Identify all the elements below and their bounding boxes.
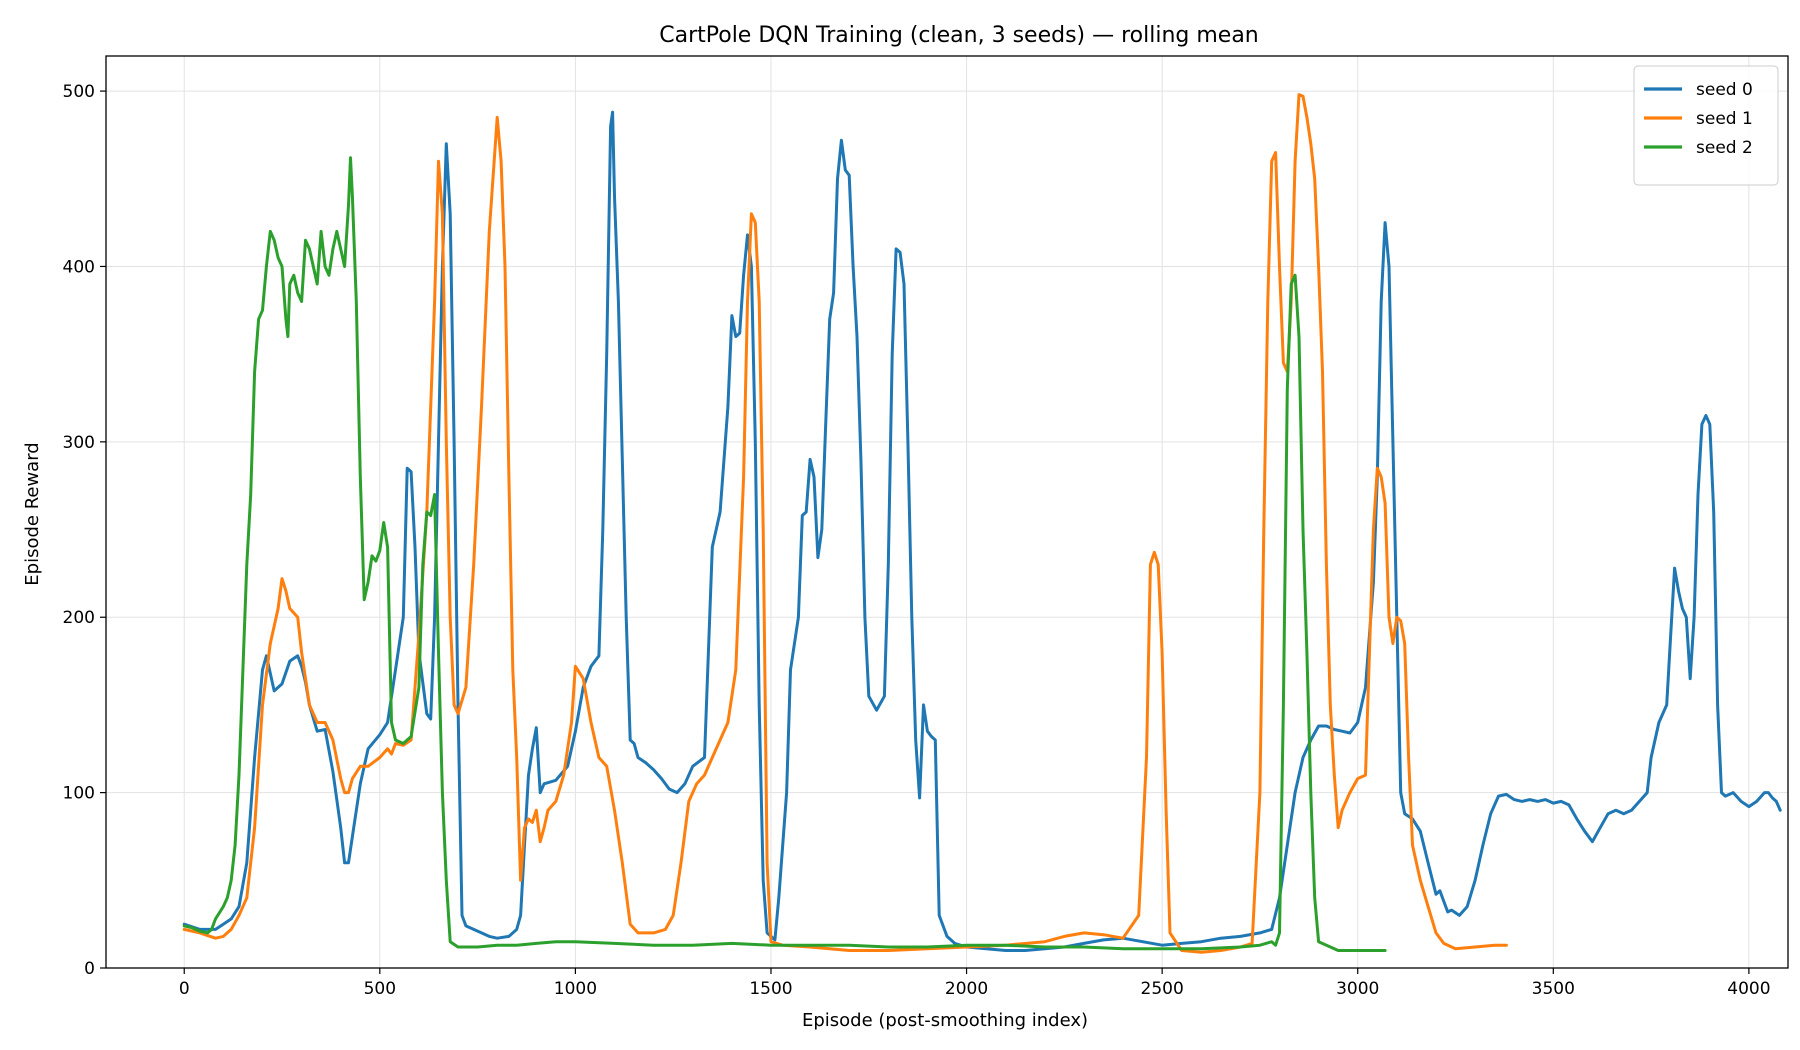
y-tick-label: 200 bbox=[63, 608, 95, 628]
x-tick-label: 3500 bbox=[1532, 979, 1575, 999]
grid bbox=[106, 56, 1788, 969]
legend-label: seed 1 bbox=[1696, 109, 1753, 129]
x-tick-label: 2000 bbox=[945, 979, 988, 999]
legend-label: seed 0 bbox=[1696, 80, 1753, 100]
series-lines bbox=[182, 93, 1782, 954]
x-tick-label: 3000 bbox=[1336, 979, 1379, 999]
x-tick-label: 1500 bbox=[749, 979, 792, 999]
series-line-seed-2 bbox=[182, 156, 1387, 952]
axis-ticks: 0 500 1000 1500 2000 2500 3000 3500 4000 0 100 200 3… bbox=[63, 82, 1771, 999]
legend-box bbox=[1633, 65, 1779, 186]
x-axis-label: Episode (post-smoothing index) bbox=[802, 1010, 1088, 1031]
y-tick-label: 100 bbox=[63, 784, 95, 804]
y-axis-label: Episode Reward bbox=[22, 442, 43, 585]
legend: seed 0 seed 1 seed 2 bbox=[1633, 65, 1779, 186]
y-tick-label: 0 bbox=[84, 959, 95, 979]
series-line-seed-1 bbox=[182, 93, 1508, 954]
series-line-seed-0 bbox=[182, 110, 1782, 952]
plot-frame bbox=[105, 55, 1789, 969]
x-tick-label: 2500 bbox=[1141, 979, 1184, 999]
x-tick-label: 500 bbox=[364, 979, 396, 999]
y-tick-label: 400 bbox=[63, 257, 95, 277]
y-tick-label: 300 bbox=[63, 433, 95, 453]
chart-title: CartPole DQN Training (clean, 3 seeds) —… bbox=[659, 23, 1259, 48]
legend-label: seed 2 bbox=[1696, 138, 1753, 158]
x-tick-label: 0 bbox=[179, 979, 190, 999]
x-tick-label: 1000 bbox=[554, 979, 597, 999]
x-tick-label: 4000 bbox=[1727, 979, 1770, 999]
y-tick-label: 500 bbox=[63, 82, 95, 102]
